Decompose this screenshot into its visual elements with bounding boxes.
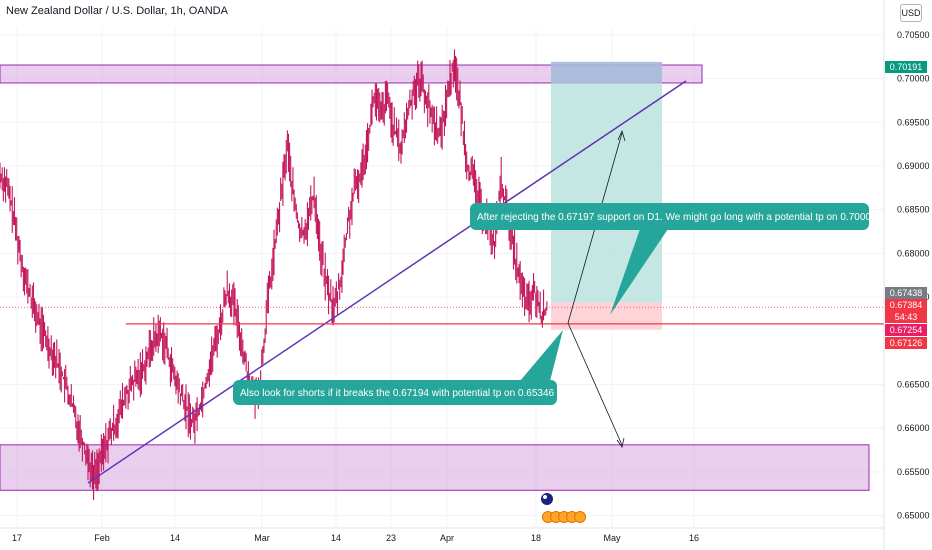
price-tick-label: 0.70500	[897, 30, 930, 40]
chart-title: New Zealand Dollar / U.S. Dollar, 1h, OA…	[6, 5, 228, 17]
resistance-zone	[0, 64, 703, 84]
price-tick-label: 0.69000	[897, 161, 930, 171]
support-zone	[0, 444, 870, 491]
currency-button[interactable]: USD	[900, 4, 922, 22]
time-axis[interactable]: 17 Feb 14 Mar 14 23 Apr 18 May 16	[0, 527, 884, 543]
annotation-text-short: Also look for shorts if it breaks the 0.…	[240, 388, 555, 399]
price-tick-label: 0.68000	[897, 248, 930, 258]
annotation-text-long: After rejecting the 0.67197 support on D…	[477, 212, 877, 223]
long-arrowhead	[617, 129, 626, 142]
economic-event-icon	[541, 493, 553, 505]
price-zones	[0, 64, 870, 491]
price-badge-label: 0.67438	[890, 288, 923, 298]
price-series	[0, 49, 548, 500]
callout-box-long	[470, 203, 869, 230]
price-badge	[885, 287, 927, 299]
price-badge	[885, 299, 927, 311]
price-badge-label: 0.70191	[890, 62, 923, 72]
callout-pointer-short	[520, 330, 563, 381]
target-area	[551, 61, 662, 303]
price-tick-label: 0.70000	[897, 74, 930, 84]
chart-annotations[interactable]: After rejecting the 0.67197 support on D…	[233, 203, 877, 405]
callout-box-short	[233, 380, 557, 405]
price-axis[interactable]: 0.70500 0.70000 0.69500 0.69000 0.68500 0.680…	[883, 0, 930, 550]
event-markers[interactable]	[541, 493, 586, 523]
price-tick-label: 0.66500	[897, 380, 930, 390]
long-position-tool[interactable]	[551, 61, 662, 330]
time-tick-label: 23	[386, 533, 396, 543]
time-tick-label: Feb	[94, 533, 110, 543]
economic-event-icon-dot	[543, 495, 547, 499]
trend-line	[87, 80, 687, 484]
price-tick-label: 0.65000	[897, 511, 930, 521]
price-tick-label: 0.65500	[897, 467, 930, 477]
price-badge	[885, 324, 927, 336]
dividend-event-icon	[574, 511, 586, 523]
short-arrow-line	[567, 322, 623, 446]
price-badges: 0.70191 0.67438 0.67384 54:43 0.67254 0.67126	[885, 61, 927, 349]
time-tick-label: 14	[170, 533, 180, 543]
time-tick-label: 18	[531, 533, 541, 543]
price-tick-label: 0.68500	[897, 205, 930, 215]
stop-area	[551, 302, 662, 330]
price-badge-label: 0.67384	[890, 300, 923, 310]
time-tick-label: 16	[689, 533, 699, 543]
price-badge	[885, 337, 927, 349]
price-badge-label: 54:43	[895, 312, 918, 322]
callout-pointer-long	[610, 229, 668, 315]
price-badge	[885, 311, 927, 323]
price-badge-label: 0.67126	[890, 338, 923, 348]
short-arrowhead	[616, 437, 625, 448]
time-tick-label: Apr	[440, 533, 454, 543]
target-overlap	[551, 61, 662, 83]
time-tick-label: May	[603, 533, 621, 543]
price-tick-label: 0.69500	[897, 117, 930, 127]
price-badge	[885, 61, 927, 73]
price-badge-label: 0.67254	[890, 325, 923, 335]
price-tick-label: 0.66000	[897, 423, 930, 433]
time-tick-label: 14	[331, 533, 341, 543]
time-tick-label: Mar	[254, 533, 270, 543]
time-tick-label: 17	[12, 533, 22, 543]
